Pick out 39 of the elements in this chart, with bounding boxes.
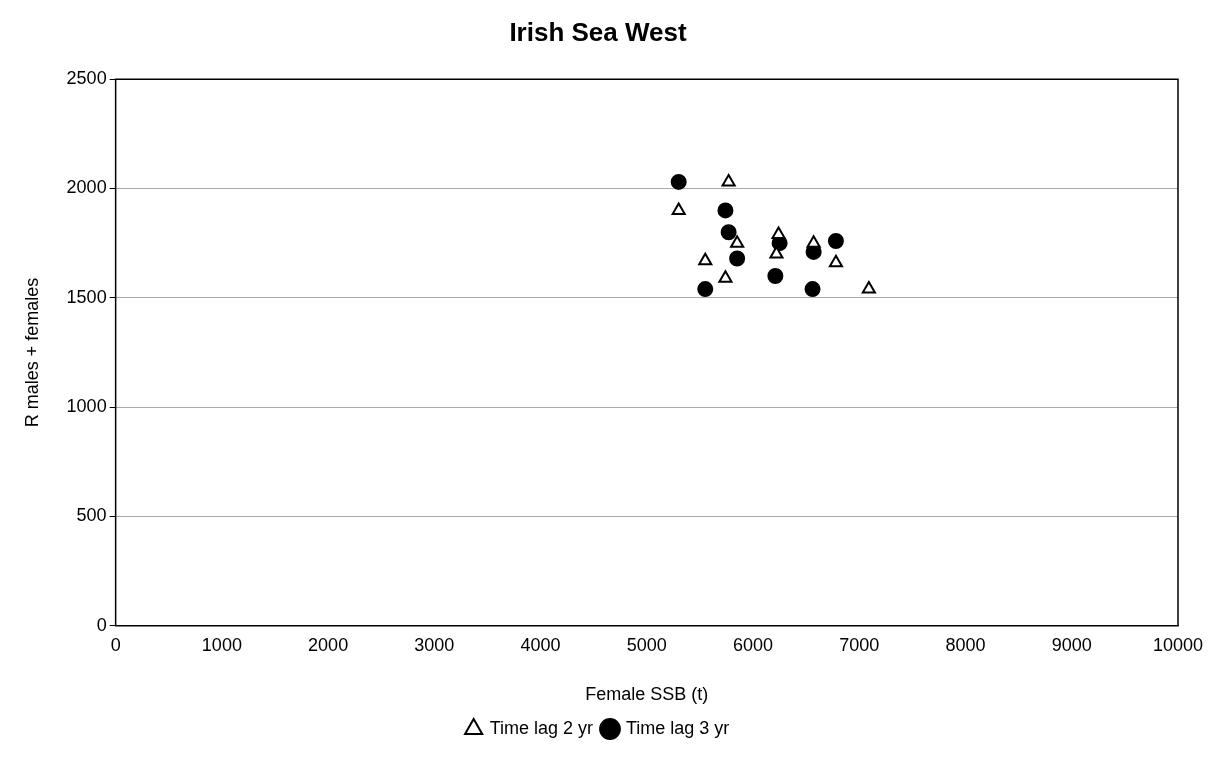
x-tick-label: 3000 <box>414 634 455 655</box>
chart-title: Irish Sea West <box>509 16 687 47</box>
y-tick-label: 2500 <box>66 68 107 89</box>
legend-label: Time lag 3 yr <box>626 717 730 738</box>
y-tick-label: 0 <box>96 614 107 635</box>
y-axis-title: R males + females <box>21 277 42 428</box>
point <box>720 224 737 241</box>
x-tick-label: 6000 <box>733 634 774 655</box>
x-tick-label: 4000 <box>520 634 561 655</box>
point <box>861 281 876 294</box>
point <box>698 252 713 266</box>
point <box>828 254 843 268</box>
point <box>671 202 686 215</box>
point <box>717 202 734 219</box>
x-tick-label: 5000 <box>626 634 667 655</box>
y-tick-label: 1500 <box>66 286 107 307</box>
point <box>729 250 746 267</box>
y-tick-label: 1000 <box>66 396 107 417</box>
x-tick-label: 10000 <box>1152 634 1204 655</box>
x-tick-label: 7000 <box>839 634 880 655</box>
y-tick-label: 500 <box>76 505 107 526</box>
x-axis-title: Female SSB (t) <box>585 684 709 705</box>
point <box>767 267 784 284</box>
y-tick-label: 2000 <box>66 177 107 198</box>
point <box>730 235 745 248</box>
x-tick-label: 8000 <box>945 634 986 655</box>
point <box>697 281 714 298</box>
x-tick-label: 1000 <box>201 634 242 655</box>
legend-label: Time lag 2 yr <box>489 717 594 738</box>
point <box>721 173 736 187</box>
x-tick-label: 9000 <box>1051 634 1092 655</box>
x-tick-label: 2000 <box>308 634 349 655</box>
point <box>718 270 733 283</box>
x-tick-label: 0 <box>110 634 121 655</box>
point <box>670 173 687 190</box>
point <box>771 226 786 239</box>
point <box>827 232 844 249</box>
point <box>806 235 821 248</box>
point <box>804 281 821 298</box>
